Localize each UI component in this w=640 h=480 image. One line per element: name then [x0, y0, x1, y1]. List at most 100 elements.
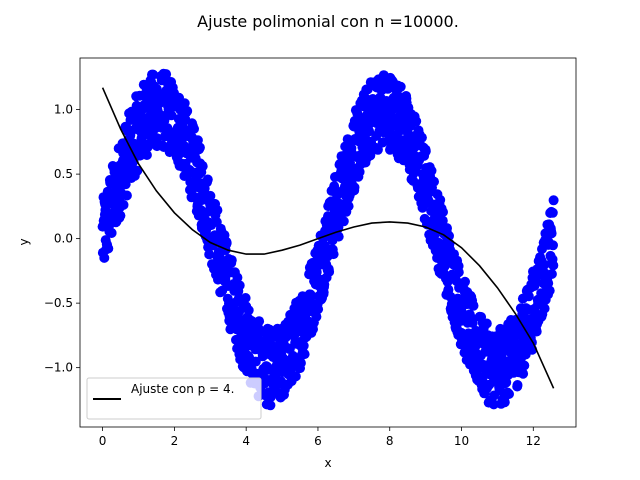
y-tick-label: −0.5	[44, 296, 73, 310]
scatter-point	[295, 358, 306, 368]
chart-title: Ajuste polimonial con n =10000.	[197, 12, 459, 31]
scatter-point	[548, 240, 558, 251]
scatter-point	[234, 306, 245, 317]
scatter-point	[453, 267, 464, 278]
legend: Ajuste con p = 4.	[86, 377, 262, 420]
scatter-point	[179, 98, 190, 109]
scatter-point	[132, 165, 143, 176]
scatter-point	[298, 340, 309, 351]
scatter-point	[118, 199, 129, 210]
scatter-point	[481, 318, 492, 329]
scatter-point	[548, 260, 559, 271]
scatter-series	[97, 68, 559, 411]
scatter-point	[539, 259, 550, 270]
y-axis-ticks: −1.0 −0.5 0.0 0.5 1.0	[44, 103, 80, 375]
scatter-point	[121, 190, 132, 201]
scatter-point	[226, 255, 237, 266]
scatter-point	[429, 176, 439, 187]
y-tick-label: −1.0	[44, 361, 73, 375]
scatter-point	[437, 215, 448, 226]
scatter-point	[512, 380, 523, 390]
scatter-point	[546, 228, 557, 239]
scatter-point	[204, 249, 215, 260]
scatter-point	[212, 205, 223, 216]
scatter-point	[250, 356, 261, 367]
scatter-point	[548, 195, 559, 206]
scatter-point	[420, 146, 431, 157]
scatter-point	[234, 280, 245, 291]
scatter-point	[265, 400, 276, 411]
scatter-point	[324, 266, 335, 277]
scatter-point	[115, 210, 126, 221]
scatter-point	[106, 228, 117, 238]
scatter-point	[232, 272, 243, 283]
scatter-point	[349, 182, 360, 193]
scatter-point	[243, 305, 254, 316]
scatter-point	[343, 201, 354, 212]
x-tick-label: 10	[454, 434, 469, 448]
scatter-point	[444, 230, 454, 241]
scatter-point	[141, 150, 152, 160]
legend-box	[86, 377, 262, 420]
scatter-point	[435, 194, 446, 205]
scatter-point	[468, 300, 479, 311]
scatter-point	[182, 106, 193, 116]
x-tick-label: 8	[386, 434, 394, 448]
scatter-point	[416, 132, 427, 143]
scatter-point	[364, 126, 375, 137]
scatter-point	[354, 166, 365, 177]
scatter-point	[426, 165, 437, 176]
scatter-point	[311, 311, 322, 322]
scatter-point	[333, 231, 344, 242]
scatter-point	[166, 110, 177, 121]
scatter-point	[99, 252, 110, 263]
x-tick-label: 2	[171, 434, 179, 448]
scatter-point	[484, 379, 495, 390]
plot-frame	[79, 57, 577, 428]
scatter-point	[194, 142, 205, 153]
fit-line	[101, 87, 555, 389]
scatter-point	[221, 238, 232, 248]
scatter-point	[442, 223, 452, 234]
scatter-point	[338, 216, 349, 227]
scatter-point	[197, 161, 208, 172]
scatter-point	[328, 249, 339, 260]
x-tick-label: 12	[526, 434, 541, 448]
scatter-point	[519, 360, 530, 371]
x-axis-ticks: 0 2 4 6 8 10 12	[99, 427, 541, 448]
scatter-point	[148, 69, 159, 80]
scatter-point	[539, 303, 550, 314]
scatter-point	[254, 316, 265, 327]
scatter-point	[299, 349, 310, 360]
scatter-point	[546, 269, 557, 279]
scatter-point	[161, 69, 172, 80]
scatter-point	[488, 399, 499, 410]
scatter-point	[543, 278, 554, 289]
y-tick-label: 0.0	[54, 232, 73, 246]
x-tick-label: 0	[99, 434, 107, 448]
x-axis-label: x	[324, 456, 331, 470]
scatter-point	[504, 389, 514, 399]
x-tick-label: 4	[242, 434, 250, 448]
legend-entry-fit: Ajuste con p = 4.	[131, 382, 234, 396]
scatter-point	[240, 293, 251, 303]
scatter-point	[395, 81, 406, 92]
y-tick-label: 1.0	[54, 103, 73, 117]
x-tick-label: 6	[314, 434, 322, 448]
scatter-point	[438, 207, 448, 217]
scatter-point	[531, 326, 542, 337]
scatter-point	[544, 285, 555, 296]
scatter-point	[103, 243, 114, 254]
scatter-point	[523, 291, 534, 302]
scatter-point	[518, 368, 529, 379]
scatter-point	[467, 318, 478, 328]
scatter-point	[372, 144, 383, 155]
scatter-point	[290, 371, 301, 382]
scatter-point	[501, 377, 512, 388]
scatter-point	[547, 207, 558, 218]
y-axis-label: y	[17, 238, 31, 245]
scatter-point	[313, 304, 324, 315]
scatter-point	[202, 174, 213, 185]
scatter-point	[411, 116, 422, 127]
